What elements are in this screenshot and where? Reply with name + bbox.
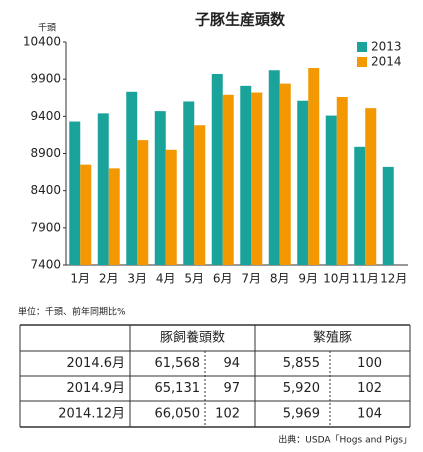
legend-label: 2014	[371, 55, 402, 69]
bar	[268, 70, 280, 265]
y-tick-label: 7400	[30, 258, 61, 272]
x-tick-label: 3月	[127, 272, 147, 286]
legend-swatch	[357, 57, 367, 67]
table-cell: 97	[223, 381, 240, 396]
bar	[297, 100, 309, 266]
bar	[154, 111, 166, 265]
bar	[126, 91, 138, 265]
bar	[137, 140, 149, 265]
table-cell: 61,568	[155, 356, 201, 371]
table-cell: 5,855	[283, 356, 320, 371]
x-tick-label: 5月	[184, 272, 204, 286]
bar	[365, 108, 377, 265]
x-tick-label: 4月	[156, 272, 176, 286]
bar	[194, 125, 206, 266]
bar	[222, 94, 234, 265]
table-cell: 104	[357, 407, 382, 422]
x-tick-label: 7月	[241, 272, 261, 286]
bar	[251, 92, 263, 266]
legend-label: 2013	[371, 40, 402, 54]
table-cell: 5,920	[283, 381, 320, 396]
legend-swatch	[357, 42, 367, 52]
bar	[211, 73, 223, 265]
bar	[69, 121, 81, 265]
table-header: 繁殖豚	[313, 330, 352, 346]
y-tick-label: 9400	[30, 109, 61, 123]
bar	[240, 85, 252, 266]
bar	[354, 146, 366, 265]
y-tick-label: 8400	[30, 183, 61, 197]
table-cell: 2014.6月	[67, 356, 126, 371]
bar	[108, 168, 120, 265]
table-cell: 94	[223, 356, 240, 371]
y-tick-label: 9900	[30, 72, 61, 86]
table-cell: 102	[357, 381, 382, 396]
table-cell: 66,050	[155, 407, 201, 422]
y-tick-label: 10400	[23, 35, 61, 49]
x-tick-label: 11月	[352, 272, 379, 286]
y-tick-label: 7900	[30, 220, 61, 234]
y-tick-label: 8900	[30, 146, 61, 160]
x-tick-label: 1月	[70, 272, 90, 286]
table-cell: 5,969	[283, 407, 320, 422]
x-tick-label: 9月	[298, 272, 318, 286]
table-cell: 2014.9月	[67, 381, 126, 396]
table-cell: 65,131	[155, 381, 201, 396]
bar	[80, 164, 92, 265]
bar	[279, 83, 291, 265]
table-cell: 100	[357, 356, 382, 371]
table-header: 豚飼養頭数	[160, 330, 225, 346]
x-tick-label: 8月	[270, 272, 290, 286]
bar	[382, 166, 394, 265]
chart-title: 子豚生産頭数	[195, 11, 286, 29]
bar	[336, 97, 348, 265]
x-tick-label: 6月	[213, 272, 233, 286]
bar	[165, 149, 177, 265]
x-tick-label: 10月	[323, 272, 350, 286]
bar	[183, 101, 195, 265]
bar	[308, 68, 320, 266]
y-axis-unit: 千頭	[38, 23, 56, 34]
bar	[325, 115, 337, 265]
table-cell: 2014.12月	[58, 407, 125, 422]
x-tick-label: 12月	[380, 272, 407, 286]
bar	[97, 113, 109, 265]
unit-note: 単位：千頭、前年同期比%	[18, 306, 126, 318]
table-cell: 102	[215, 407, 240, 422]
source: 出典：USDA「Hogs and Pigs」	[278, 434, 412, 446]
x-tick-label: 2月	[99, 272, 119, 286]
